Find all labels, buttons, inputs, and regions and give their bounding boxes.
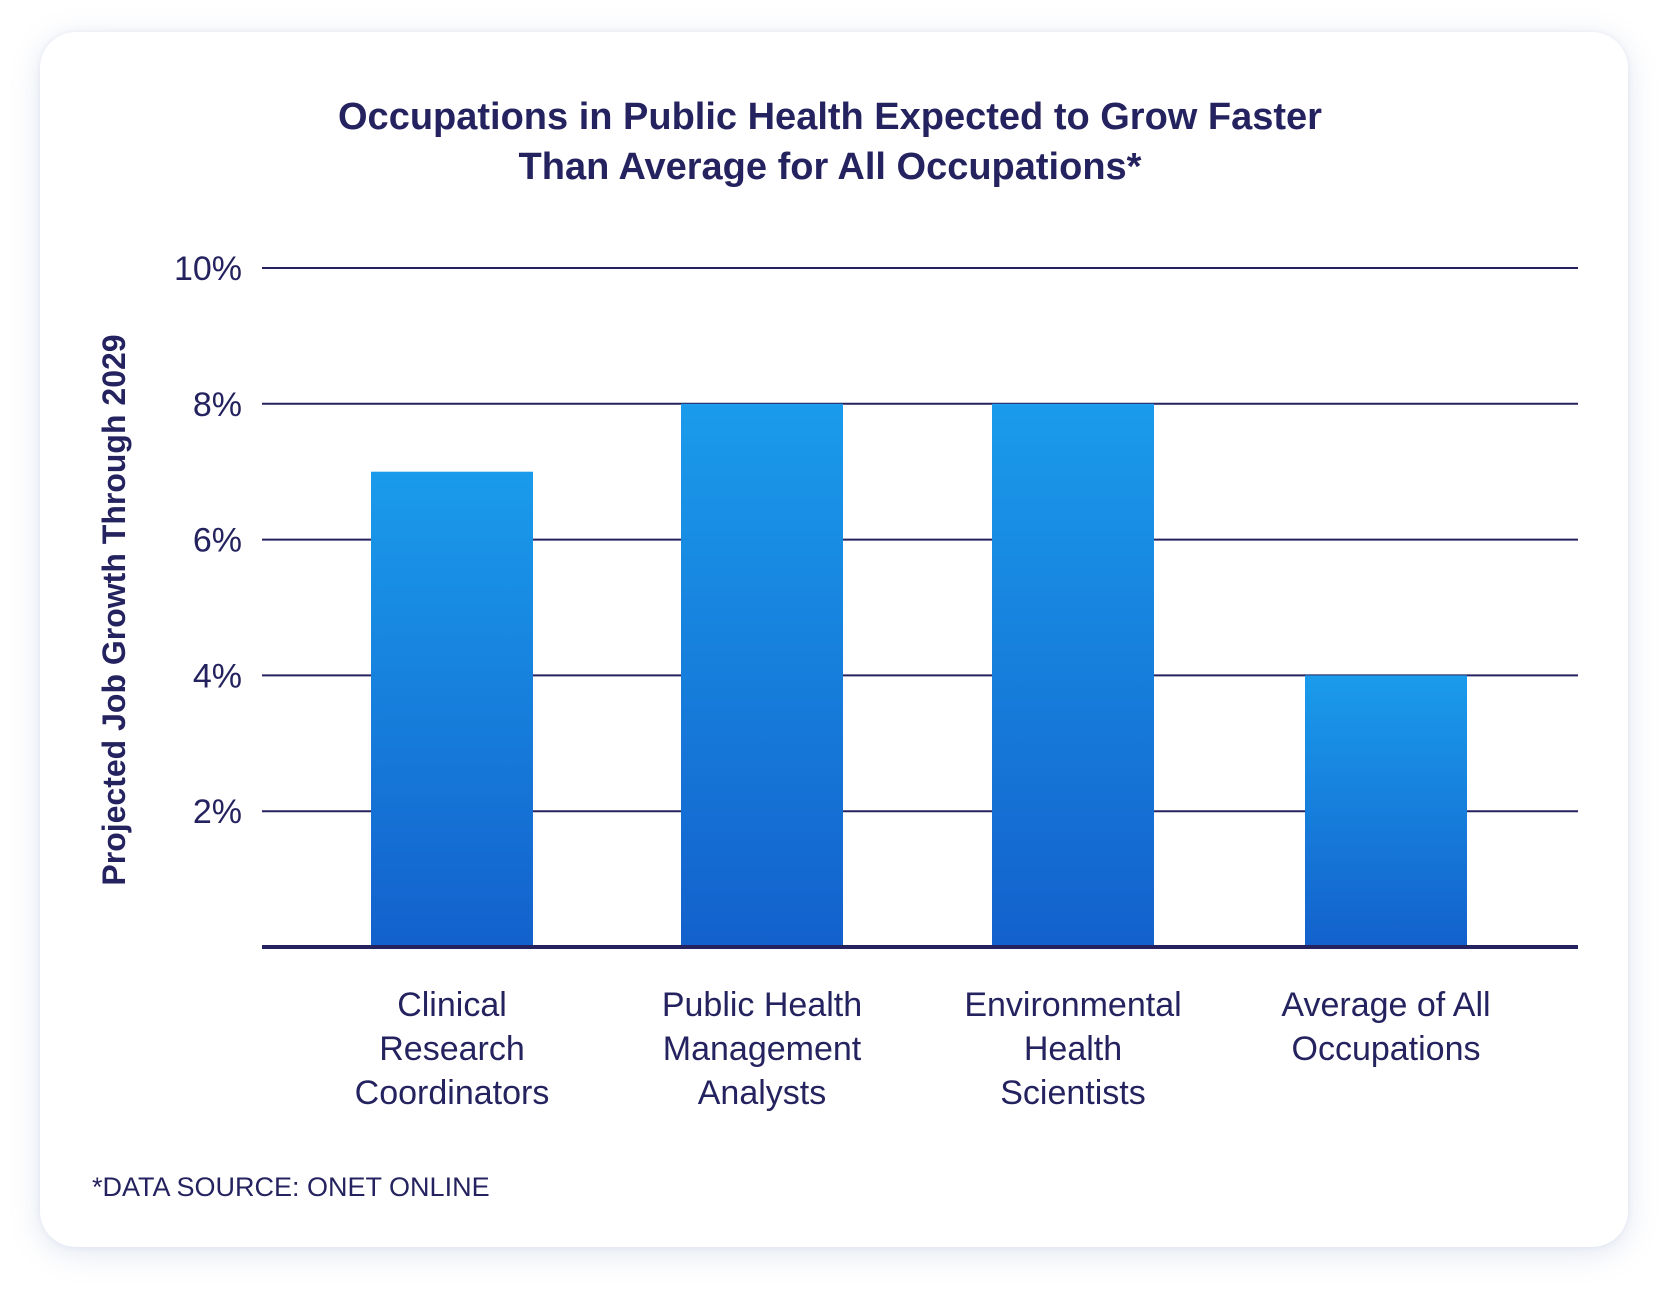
bar — [681, 403, 843, 947]
bars — [371, 403, 1467, 947]
y-tick-label: 2% — [193, 793, 242, 831]
y-axis-title: Projected Job Growth Through 2029 — [96, 334, 132, 885]
y-tick-label: 4% — [193, 657, 242, 695]
x-category-label: Environmental Health Scientists — [964, 986, 1181, 1112]
bar — [1305, 675, 1467, 947]
chart-title-line-1: Occupations in Public Health Expected to… — [338, 96, 1322, 138]
x-category-label: Public Health Management Analysts — [662, 986, 862, 1112]
x-category-labels: Clinical Research Coordinators Public Healt… — [355, 986, 1491, 1112]
data-source-footnote: *DATA SOURCE: ONET ONLINE — [92, 1172, 490, 1202]
chart-title: Occupations in Public Health Expected to… — [240, 92, 1420, 192]
y-tick-label: 10% — [174, 250, 242, 288]
x-category-label: Average of All Occupations — [1281, 986, 1490, 1068]
x-category-label: Clinical Research Coordinators — [355, 986, 550, 1112]
bar — [992, 403, 1154, 947]
y-tick-labels: 2% 4% 6% 8% 10% — [174, 250, 242, 831]
chart-title-line-2: Than Average for All Occupations* — [518, 146, 1142, 188]
y-tick-label: 8% — [193, 386, 242, 424]
bar — [371, 471, 533, 947]
y-tick-label: 6% — [193, 522, 242, 560]
